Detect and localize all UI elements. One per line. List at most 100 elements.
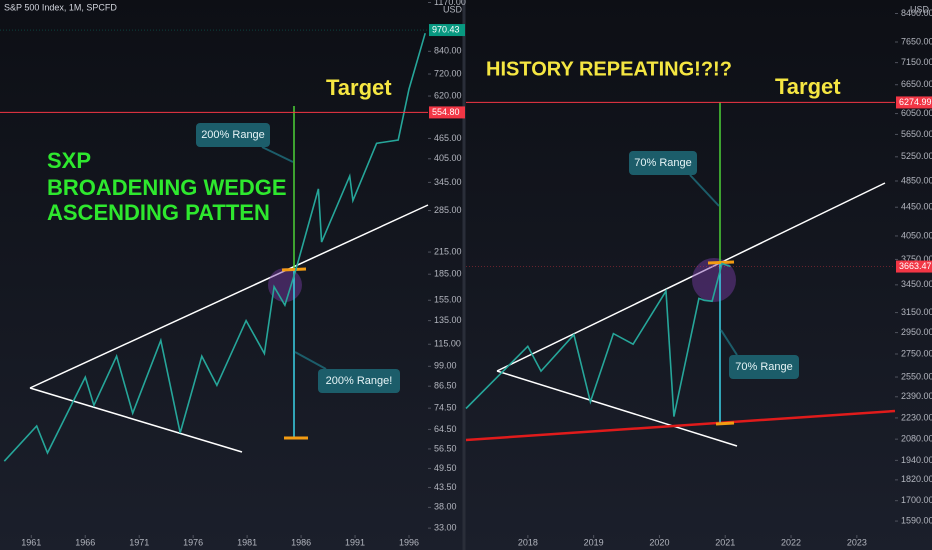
y-tick-label: 6050.00 — [901, 108, 932, 118]
x-tick-label: 2021 — [715, 537, 735, 547]
x-tick-label: 2023 — [847, 537, 867, 547]
y-tick-label: 86.50 — [434, 381, 457, 391]
y-tick-label: 840.00 — [434, 46, 462, 56]
callout-pointer — [261, 146, 294, 163]
y-tick-label: 3150.00 — [901, 307, 932, 317]
y-tick-label: 3450.00 — [901, 279, 932, 289]
annotation: BROADENING WEDGE — [47, 175, 287, 200]
y-tick-label: 1700.00 — [901, 495, 932, 505]
y-tick-label: 43.50 — [434, 482, 457, 492]
trendline — [496, 370, 738, 447]
x-tick-label: 2018 — [518, 537, 538, 547]
annotation: SXP — [47, 148, 91, 173]
y-tick-label: 7150.00 — [901, 57, 932, 67]
x-tick-label: 1961 — [21, 537, 41, 547]
annotation: Target — [326, 75, 392, 100]
x-tick-label: 1986 — [291, 537, 311, 547]
y-tick-label: 7650.00 — [901, 36, 932, 46]
price-line — [465, 262, 731, 417]
left-drawings: Target SXP BROADENING WEDGE ASCENDING PA… — [29, 75, 429, 453]
x-tick-label: 1976 — [183, 537, 203, 547]
y-tick-label: 215.00 — [434, 246, 462, 256]
range-cap — [715, 421, 735, 426]
y-tick-label: 185.00 — [434, 269, 462, 279]
x-tick-label: 1991 — [345, 537, 365, 547]
y-tick-label: 5250.00 — [901, 151, 932, 161]
y-tick-label: 33.00 — [434, 523, 457, 533]
y-tick-label: 465.00 — [434, 133, 462, 143]
symbol-header: S&P 500 Index, 1M, SPCFD — [4, 2, 117, 12]
trendline — [29, 204, 429, 389]
y-tick-label: 6650.00 — [901, 79, 932, 89]
callout — [729, 355, 799, 379]
price-line — [3, 32, 426, 462]
trendline — [29, 387, 243, 453]
y-tick-label: 135.00 — [434, 315, 462, 325]
y-tick-label: 4850.00 — [901, 175, 932, 185]
y-tick-label: 620.00 — [434, 90, 462, 100]
callout — [629, 151, 697, 175]
callout — [318, 369, 400, 393]
level-label-box — [429, 106, 465, 119]
last-price-label: 3663.47 — [899, 261, 932, 271]
callout-pointer — [720, 329, 738, 356]
y-tick-label: 8400.00 — [901, 8, 932, 18]
y-tick-label: 720.00 — [434, 68, 462, 78]
y-tick-label: 49.50 — [434, 463, 457, 473]
y-tick-label: 285.00 — [434, 205, 462, 215]
annotation: 70% Range — [735, 361, 793, 373]
annotation: 200% Range! — [326, 375, 393, 387]
y-tick-label: 4050.00 — [901, 230, 932, 240]
range-cap — [281, 267, 307, 272]
trendline — [496, 182, 886, 372]
y-tick-label: 4450.00 — [901, 202, 932, 212]
y-tick-label: 2230.00 — [901, 412, 932, 422]
callout — [196, 123, 270, 147]
last-price-label: 970.43 — [432, 24, 460, 34]
support-line — [465, 409, 896, 442]
y-tick-label: 345.00 — [434, 177, 462, 187]
x-tick-label: 1981 — [237, 537, 257, 547]
annotation: ASCENDING PATTEN — [47, 200, 270, 225]
y-tick-label: 99.00 — [434, 361, 457, 371]
callout-pointer — [689, 174, 720, 207]
x-tick-label: 2019 — [584, 537, 604, 547]
last-price-box — [896, 260, 932, 273]
axis-unit: USD — [443, 4, 463, 14]
highlight-circle — [692, 258, 736, 302]
y-tick-label: 38.00 — [434, 502, 457, 512]
y-tick-label: 2550.00 — [901, 371, 932, 381]
last-price-box — [429, 24, 465, 37]
level-label: 6274.99 — [899, 97, 932, 107]
x-tick-label: 2020 — [649, 537, 669, 547]
y-tick-label: 2950.00 — [901, 327, 932, 337]
y-tick-label: 1170.00 — [434, 0, 466, 7]
y-tick-label: 5650.00 — [901, 129, 932, 139]
y-tick-label: 3750.00 — [901, 254, 932, 264]
y-tick-label: 56.50 — [434, 443, 457, 453]
y-tick-label: 2390.00 — [901, 391, 932, 401]
y-tick-label: 64.50 — [434, 424, 457, 434]
annotation: 70% Range — [634, 157, 692, 169]
y-tick-label: 1940.00 — [901, 455, 932, 465]
x-tick-label: 1996 — [399, 537, 419, 547]
annotation: Target — [775, 74, 841, 99]
y-tick-label: 74.50 — [434, 403, 457, 413]
y-tick-label: 1820.00 — [901, 474, 932, 484]
y-tick-label: 115.00 — [434, 339, 461, 349]
annotation: 200% Range — [201, 129, 265, 141]
callout-pointer — [294, 351, 327, 370]
level-label: 554.80 — [432, 107, 460, 117]
right-drawings: HISTORY REPEATING!?!? Target 70% Range 7… — [465, 58, 896, 447]
x-tick-label: 1966 — [75, 537, 95, 547]
y-tick-label: 2750.00 — [901, 348, 932, 358]
y-tick-label: 405.00 — [434, 153, 462, 163]
y-tick-label: 2080.00 — [901, 434, 932, 444]
y-tick-label: 155.00 — [434, 295, 462, 305]
level-label-box — [896, 96, 932, 109]
y-tick-label: 1590.00 — [901, 515, 932, 525]
